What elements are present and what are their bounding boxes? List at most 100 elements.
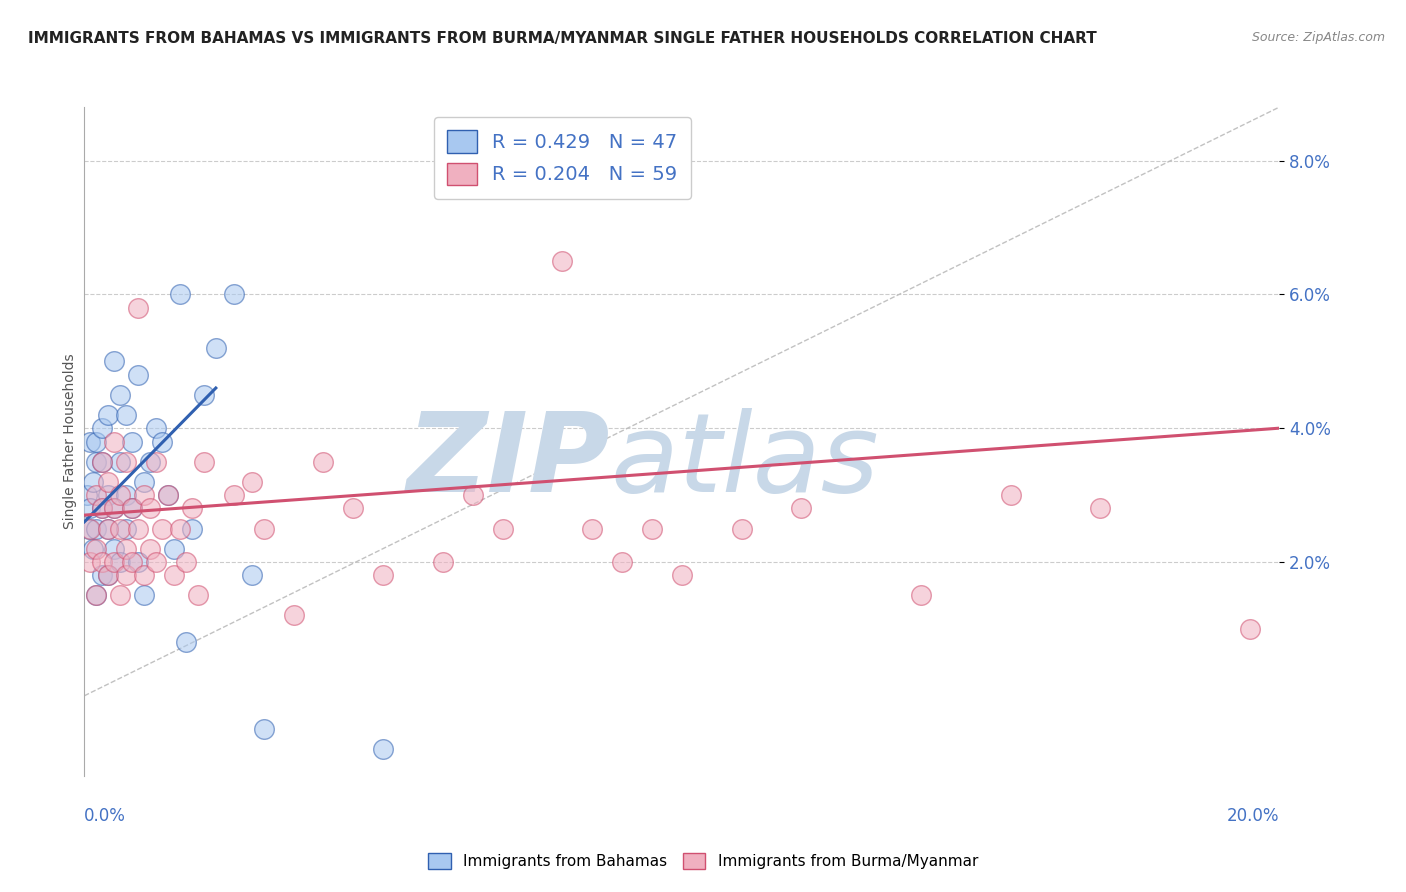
Point bbox=[1090, 501, 1112, 516]
Point bbox=[103, 501, 125, 516]
Point bbox=[103, 354, 125, 368]
Point bbox=[115, 568, 138, 582]
Point bbox=[79, 521, 101, 535]
Text: ZIP: ZIP bbox=[406, 409, 610, 515]
Point bbox=[115, 408, 138, 422]
Point bbox=[110, 555, 132, 569]
Point bbox=[551, 253, 574, 268]
Point bbox=[76, 488, 98, 502]
Point bbox=[240, 568, 263, 582]
Point bbox=[461, 488, 484, 502]
Y-axis label: Single Father Households: Single Father Households bbox=[63, 354, 77, 529]
Point bbox=[193, 387, 215, 401]
Point bbox=[82, 475, 104, 489]
Point bbox=[373, 568, 395, 582]
Point bbox=[91, 555, 114, 569]
Point bbox=[373, 742, 395, 756]
Point bbox=[86, 454, 108, 469]
Point bbox=[157, 488, 180, 502]
Point bbox=[187, 589, 209, 603]
Point bbox=[132, 589, 156, 603]
Point bbox=[79, 555, 101, 569]
Point bbox=[150, 434, 173, 449]
Point bbox=[115, 454, 138, 469]
Point bbox=[86, 488, 108, 502]
Point bbox=[97, 568, 120, 582]
Point bbox=[97, 488, 120, 502]
Point bbox=[145, 454, 167, 469]
Point bbox=[91, 454, 114, 469]
Point bbox=[127, 368, 149, 382]
Point bbox=[127, 521, 149, 535]
Point bbox=[77, 521, 100, 535]
Legend: R = 0.429   N = 47, R = 0.204   N = 59: R = 0.429 N = 47, R = 0.204 N = 59 bbox=[434, 117, 690, 199]
Point bbox=[342, 501, 364, 516]
Point bbox=[86, 434, 108, 449]
Point bbox=[115, 541, 138, 556]
Point bbox=[139, 501, 162, 516]
Point bbox=[127, 555, 149, 569]
Point bbox=[97, 521, 120, 535]
Point bbox=[103, 555, 125, 569]
Point bbox=[145, 555, 167, 569]
Point bbox=[492, 521, 515, 535]
Point bbox=[731, 521, 754, 535]
Point bbox=[174, 635, 197, 649]
Point bbox=[82, 541, 104, 556]
Point bbox=[115, 521, 138, 535]
Point bbox=[139, 541, 162, 556]
Point bbox=[103, 434, 125, 449]
Text: 20.0%: 20.0% bbox=[1227, 807, 1279, 825]
Point bbox=[86, 589, 108, 603]
Point bbox=[157, 488, 180, 502]
Point bbox=[132, 475, 156, 489]
Point bbox=[1000, 488, 1022, 502]
Point bbox=[91, 568, 114, 582]
Point bbox=[181, 521, 204, 535]
Point bbox=[110, 488, 132, 502]
Point bbox=[581, 521, 603, 535]
Point bbox=[612, 555, 634, 569]
Point bbox=[97, 408, 120, 422]
Point bbox=[222, 488, 245, 502]
Point bbox=[91, 421, 114, 435]
Point bbox=[97, 475, 120, 489]
Point bbox=[86, 541, 108, 556]
Point bbox=[110, 521, 132, 535]
Point bbox=[132, 488, 156, 502]
Point bbox=[91, 454, 114, 469]
Point bbox=[910, 589, 932, 603]
Point bbox=[671, 568, 693, 582]
Point bbox=[193, 454, 215, 469]
Point bbox=[97, 521, 120, 535]
Point bbox=[86, 589, 108, 603]
Point bbox=[432, 555, 454, 569]
Point bbox=[110, 589, 132, 603]
Point bbox=[79, 501, 101, 516]
Point bbox=[283, 608, 305, 623]
Point bbox=[79, 434, 101, 449]
Point bbox=[145, 421, 167, 435]
Point bbox=[103, 501, 125, 516]
Point bbox=[110, 454, 132, 469]
Point bbox=[205, 341, 228, 355]
Point bbox=[240, 475, 263, 489]
Point bbox=[86, 521, 108, 535]
Point bbox=[121, 501, 143, 516]
Point bbox=[169, 287, 191, 301]
Point bbox=[110, 387, 132, 401]
Point bbox=[115, 488, 138, 502]
Point bbox=[91, 501, 114, 516]
Text: Source: ZipAtlas.com: Source: ZipAtlas.com bbox=[1251, 31, 1385, 45]
Point bbox=[222, 287, 245, 301]
Point bbox=[312, 454, 335, 469]
Point bbox=[163, 568, 186, 582]
Point bbox=[163, 541, 186, 556]
Point bbox=[181, 501, 204, 516]
Point bbox=[790, 501, 813, 516]
Point bbox=[174, 555, 197, 569]
Text: 0.0%: 0.0% bbox=[84, 807, 127, 825]
Point bbox=[103, 541, 125, 556]
Point bbox=[169, 521, 191, 535]
Point bbox=[253, 723, 276, 737]
